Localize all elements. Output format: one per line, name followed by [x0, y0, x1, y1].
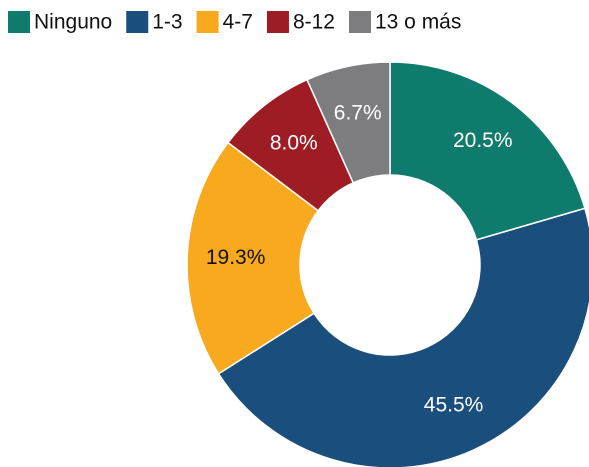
data-label: 45.5% [424, 393, 484, 416]
donut-slice [217, 207, 589, 467]
donut-slice [306, 61, 391, 184]
legend-swatch [126, 11, 149, 33]
legend-swatch [348, 11, 371, 33]
legend-swatch [266, 11, 289, 33]
legend-label: 8-12 [293, 11, 335, 34]
legend-swatch [8, 11, 30, 33]
data-label: 20.5% [453, 129, 513, 152]
donut-slice [389, 61, 586, 241]
legend-swatch [196, 11, 219, 33]
donut-slice [186, 141, 320, 375]
data-label: 6.7% [334, 101, 382, 124]
legend-label: 4-7 [223, 11, 253, 34]
legend-label: 1-3 [152, 11, 182, 34]
data-label: 8.0% [270, 132, 318, 155]
data-label: 19.3% [206, 246, 266, 269]
legend-label: Ninguno [34, 11, 112, 34]
legend-label: 13 o más [375, 11, 461, 34]
